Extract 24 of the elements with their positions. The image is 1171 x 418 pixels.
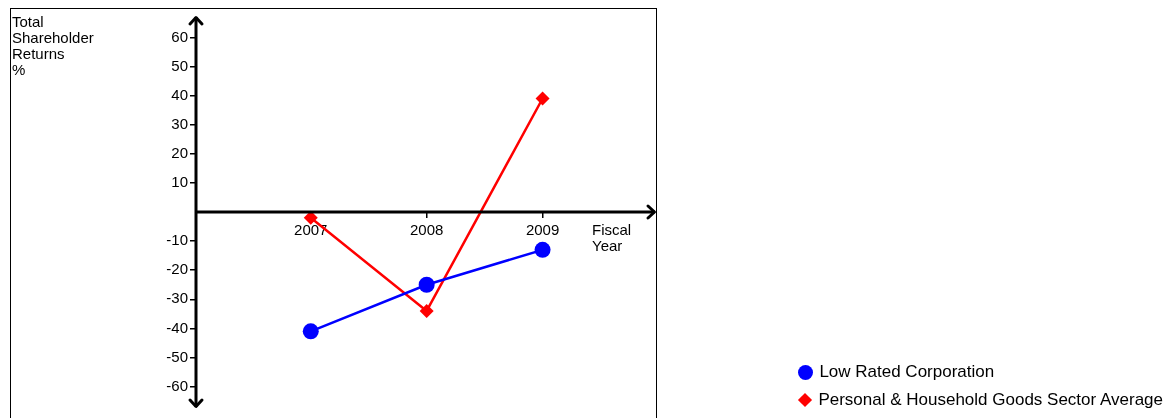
point [534, 241, 551, 258]
y-tick-label: -60 [166, 376, 188, 394]
point [302, 323, 319, 340]
y-tick-label: 50 [171, 56, 188, 74]
x-tick-label: 2007 [294, 221, 328, 239]
y-tick-label: -20 [166, 260, 188, 278]
x-axis-title: Fiscal Year [592, 221, 632, 254]
point [419, 303, 434, 318]
x-tick-label: 2008 [409, 221, 444, 239]
y-tick-label: 60 [171, 27, 188, 45]
y-tick-label: 40 [171, 85, 188, 103]
legend-label: Low Rated Corporation [819, 361, 995, 383]
y-tick-label: 10 [171, 173, 188, 191]
y-tick-label: 20 [171, 143, 188, 161]
y-tick-label: -40 [166, 318, 188, 336]
y-tick-label: -50 [166, 347, 188, 365]
y-tick-label: -10 [166, 231, 188, 249]
y-tick-label: 30 [171, 114, 188, 132]
x-tick-label: 2009 [525, 221, 560, 239]
point [535, 91, 550, 106]
y-tick-label: -30 [166, 289, 188, 307]
legend-label: Personal & Household Goods Sector Average [818, 389, 1163, 411]
point [418, 276, 435, 293]
y-axis-title: Total Shareholder Returns % [12, 13, 94, 78]
